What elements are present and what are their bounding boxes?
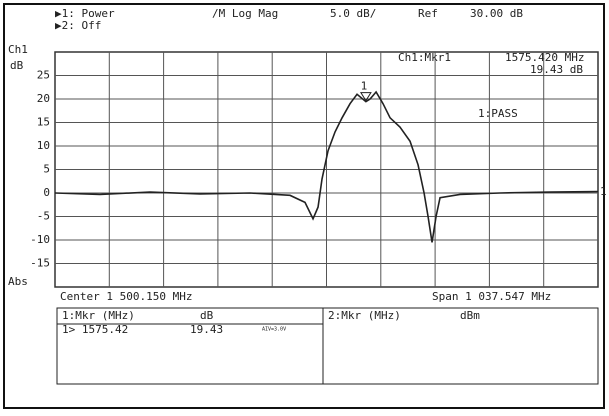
- table-unit: dBm: [460, 309, 480, 322]
- marker: [359, 92, 372, 102]
- marker-readout-freq: 1575.420 MHz: [505, 51, 584, 64]
- outer-frame: [3, 3, 605, 409]
- ref-value: 30.00 dB: [470, 7, 523, 20]
- center-label: Center 1 500.150 MHz: [60, 290, 192, 303]
- ref-marker: 1: [600, 185, 607, 198]
- table-value: 19.43: [190, 323, 223, 336]
- y-tick-label: 15: [37, 116, 50, 129]
- channel: Ch1: [8, 43, 28, 56]
- abs-label: Abs: [8, 275, 28, 288]
- y-tick-label: -10: [30, 233, 50, 246]
- y-tick-label: -15: [30, 257, 50, 270]
- unit: dB: [10, 59, 24, 72]
- y-tick-label: 25: [37, 69, 50, 82]
- y-tick-label: -5: [37, 210, 50, 223]
- ch2-state: ▶2: Off: [55, 19, 101, 32]
- format: /M Log Mag: [212, 7, 278, 20]
- table-note: AIV=3.0V: [262, 327, 286, 333]
- ref-label: Ref: [418, 7, 438, 20]
- y-tick-label: 10: [37, 139, 50, 152]
- trace: [54, 90, 598, 243]
- limit-test: 1:PASS: [478, 107, 518, 120]
- marker-readout-label: Ch1:Mkr1: [398, 51, 451, 64]
- ch1-state: ▶1: Power: [55, 7, 115, 20]
- table-marker: 1> 1575.42: [62, 323, 128, 336]
- y-tick-label: 20: [37, 92, 50, 105]
- marker-readout-value: 19.43 dB: [530, 63, 583, 76]
- marker-label: 1: [361, 80, 368, 93]
- table-unit: dB: [200, 309, 214, 322]
- table-header: 2:Mkr (MHz): [328, 309, 401, 322]
- scale: 5.0 dB/: [330, 7, 376, 20]
- y-tick-label: 5: [43, 163, 50, 176]
- y-tick-label: 0: [43, 186, 50, 199]
- table-header: 1:Mkr (MHz): [62, 309, 135, 322]
- marker-table: [56, 307, 599, 385]
- span-label: Span 1 037.547 MHz: [432, 290, 551, 303]
